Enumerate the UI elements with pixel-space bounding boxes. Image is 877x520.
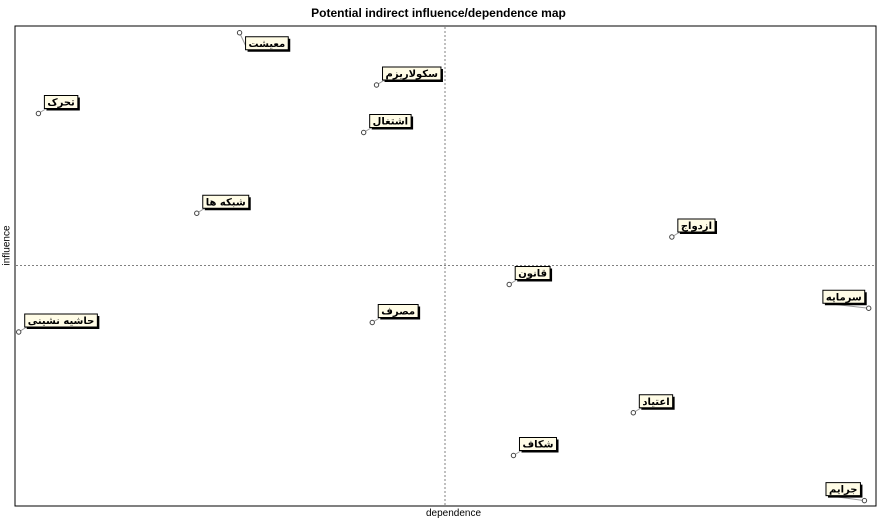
point-label: جرایم — [829, 485, 857, 496]
point-label: معیشت — [249, 39, 286, 50]
point-label-box — [369, 114, 412, 128]
data-point: اشتغال — [360, 114, 414, 136]
point-label: شبکه ها — [206, 197, 246, 208]
point-label: سکولاریزم — [386, 69, 439, 80]
point-label-box — [202, 194, 250, 209]
point-label-box — [822, 289, 866, 304]
data-point: قانون — [506, 266, 553, 288]
data-point: جرایم — [825, 482, 868, 504]
point-marker — [360, 129, 367, 136]
x-axis-label: dependence — [425, 508, 482, 519]
point-label: اعتیاد — [642, 397, 669, 408]
data-point: اعتیاد — [630, 394, 675, 416]
point-label: تحرک — [47, 98, 75, 109]
point-label-box — [638, 394, 674, 409]
point-label-box — [518, 437, 558, 451]
point-label: قانون — [518, 269, 547, 280]
point-label-box — [382, 66, 442, 81]
point-marker — [861, 497, 868, 504]
point-label-box — [24, 313, 98, 328]
data-point: حاشیه نشینی — [16, 313, 100, 335]
point-marker — [194, 210, 200, 216]
point-marker — [506, 281, 512, 288]
point-marker — [236, 30, 243, 36]
point-label-box — [43, 95, 79, 109]
point-marker — [866, 305, 872, 311]
data-point: شبکه ها — [194, 194, 251, 216]
point-marker — [369, 319, 375, 326]
point-label: حاشیه نشینی — [28, 316, 95, 327]
point-label: ازدواج — [681, 221, 712, 232]
point-label-box — [514, 266, 551, 280]
y-axis-label: influence — [1, 225, 13, 266]
point-label-box — [245, 36, 289, 51]
point-label: مصرف — [381, 307, 415, 318]
point-label: سرمایه — [826, 292, 862, 303]
point-label-box — [377, 304, 419, 318]
data-point: شکاف — [510, 437, 559, 459]
point-label: اشتغال — [373, 117, 408, 128]
point-label-box — [677, 218, 716, 233]
point-label: شکاف — [522, 440, 553, 451]
points-layer: معیشت سکولاریزم تحرک اشتغال شبکه ها ازدواج قان… — [16, 30, 872, 504]
data-point: ازدواج — [669, 218, 718, 240]
point-marker — [35, 110, 42, 117]
point-marker — [669, 234, 675, 240]
point-marker — [373, 82, 380, 88]
data-point: تحرک — [35, 95, 80, 117]
data-point: سکولاریزم — [373, 66, 443, 88]
data-point: سرمایه — [822, 289, 872, 311]
point-label-box — [825, 482, 861, 497]
point-marker — [630, 410, 637, 416]
data-point: معیشت — [236, 30, 291, 52]
point-marker — [16, 329, 22, 335]
chart-title: Potential indirect influence/dependence … — [311, 6, 566, 20]
data-point: مصرف — [369, 304, 421, 326]
point-marker — [510, 452, 517, 459]
